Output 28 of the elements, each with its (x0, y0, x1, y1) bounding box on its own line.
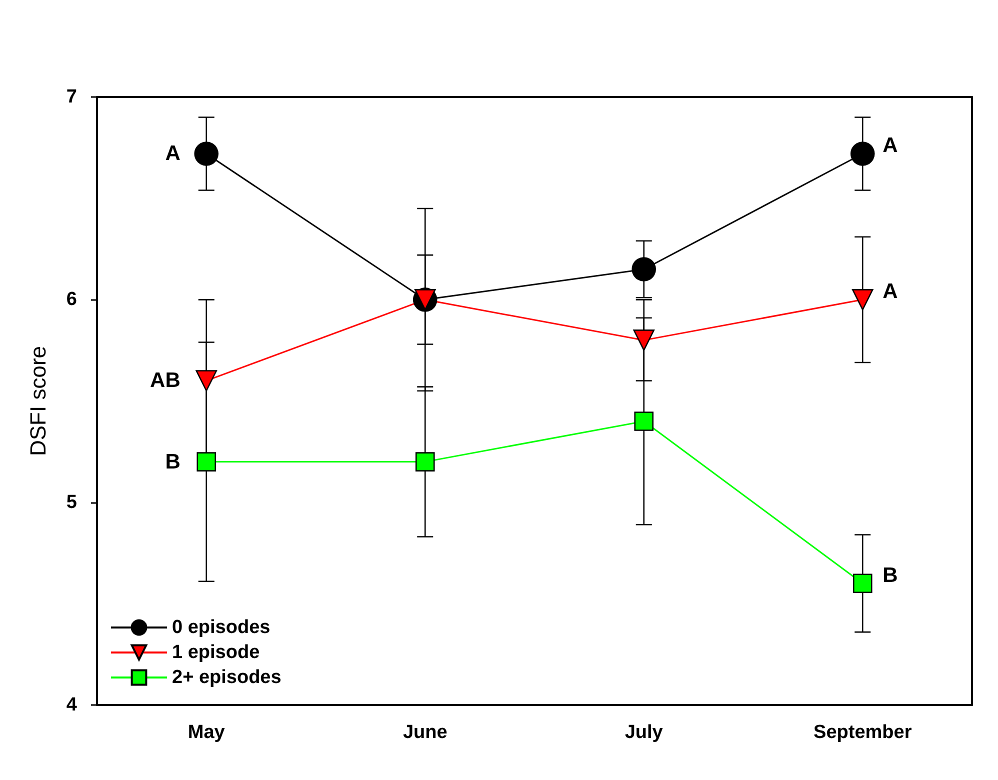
y-axis-title: DSFI score (26, 346, 50, 456)
point (850, 142, 875, 166)
annotation: B (165, 450, 180, 474)
point (632, 257, 656, 282)
point (633, 330, 655, 351)
legend-label: 0 episodes (172, 617, 270, 638)
y-tick-label: 6 (66, 289, 77, 310)
annotation: A (882, 134, 898, 158)
x-tick-label: May (188, 722, 226, 743)
annotation: B (882, 564, 898, 587)
x-tick-label: June (402, 722, 448, 743)
point (194, 142, 219, 166)
annotation: AB (150, 369, 180, 392)
point (852, 574, 872, 594)
y-tick-label: 5 (66, 492, 78, 513)
point (196, 370, 218, 392)
annotation: A (165, 142, 180, 166)
legend-label: 1 episode (172, 642, 260, 663)
point (634, 412, 654, 431)
y-tick-label: 7 (66, 86, 77, 108)
legend-label: 2+ episodes (172, 667, 282, 688)
x-tick-label: September (814, 722, 912, 743)
point (415, 452, 435, 472)
annotation: A (882, 280, 898, 304)
point (852, 289, 874, 310)
point (196, 452, 216, 472)
y-tick-label: 4 (66, 694, 78, 716)
x-tick-label: July (624, 722, 664, 743)
